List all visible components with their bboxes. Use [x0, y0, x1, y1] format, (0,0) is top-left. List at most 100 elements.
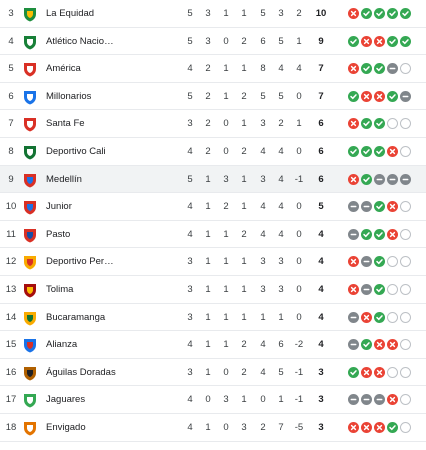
cross-icon[interactable] — [387, 228, 398, 240]
table-row[interactable]: 4 Atlético Nacio… 5 3 0 2 6 5 1 9 — [0, 28, 426, 56]
team-name-link[interactable]: Junior — [46, 201, 72, 213]
check-icon[interactable] — [400, 8, 411, 19]
cross-icon[interactable] — [348, 283, 359, 295]
check-icon[interactable] — [361, 145, 372, 157]
minus-icon[interactable] — [348, 339, 359, 351]
minus-icon[interactable] — [361, 201, 372, 213]
check-icon[interactable] — [374, 63, 385, 75]
table-row[interactable]: 13 Tolima 3 1 1 1 3 3 0 4 — [0, 276, 426, 304]
empty-circle-icon[interactable] — [400, 366, 411, 378]
check-icon[interactable] — [361, 173, 372, 185]
check-icon[interactable] — [361, 118, 372, 130]
cross-icon[interactable] — [348, 421, 359, 433]
check-icon[interactable] — [361, 8, 372, 19]
check-icon[interactable] — [348, 366, 359, 378]
cross-icon[interactable] — [348, 63, 359, 75]
cross-icon[interactable] — [387, 145, 398, 157]
empty-circle-icon[interactable] — [400, 394, 411, 406]
cross-icon[interactable] — [374, 90, 385, 102]
team-name-link[interactable]: Envigado — [46, 421, 86, 433]
empty-circle-icon[interactable] — [387, 256, 398, 268]
team-name-link[interactable]: Deportivo Cali — [46, 145, 106, 157]
cross-icon[interactable] — [374, 339, 385, 351]
empty-circle-icon[interactable] — [400, 118, 411, 130]
table-row[interactable]: 16 Águilas Doradas 3 1 0 2 4 5 -1 3 — [0, 359, 426, 387]
empty-circle-icon[interactable] — [400, 228, 411, 240]
cross-icon[interactable] — [348, 173, 359, 185]
team-name-link[interactable]: Jaguares — [46, 394, 86, 406]
cross-icon[interactable] — [361, 35, 372, 47]
check-icon[interactable] — [387, 35, 398, 47]
team-name-link[interactable]: Santa Fe — [46, 118, 85, 130]
minus-icon[interactable] — [348, 394, 359, 406]
minus-icon[interactable] — [374, 173, 385, 185]
minus-icon[interactable] — [348, 311, 359, 323]
minus-icon[interactable] — [387, 173, 398, 185]
team-name-link[interactable]: Millonarios — [46, 90, 92, 102]
team-name-link[interactable]: Medellín — [46, 173, 82, 185]
cross-icon[interactable] — [387, 339, 398, 351]
cross-icon[interactable] — [348, 256, 359, 268]
empty-circle-icon[interactable] — [400, 63, 411, 75]
team-name-link[interactable]: América — [46, 63, 81, 75]
cross-icon[interactable] — [361, 421, 372, 433]
minus-icon[interactable] — [361, 256, 372, 268]
table-row[interactable]: 14 Bucaramanga 3 1 1 1 1 1 0 4 — [0, 304, 426, 332]
empty-circle-icon[interactable] — [400, 201, 411, 213]
empty-circle-icon[interactable] — [387, 118, 398, 130]
team-name-link[interactable]: Bucaramanga — [46, 311, 106, 323]
cross-icon[interactable] — [361, 311, 372, 323]
empty-circle-icon[interactable] — [387, 366, 398, 378]
table-row[interactable]: 9 Medellín 5 1 3 1 3 4 -1 6 — [0, 165, 426, 194]
minus-icon[interactable] — [374, 394, 385, 406]
minus-icon[interactable] — [348, 228, 359, 240]
check-icon[interactable] — [348, 145, 359, 157]
table-row[interactable]: 5 América 4 2 1 1 8 4 4 7 — [0, 55, 426, 83]
table-row[interactable]: 3 La Equidad 5 3 1 1 5 3 2 10 — [0, 0, 426, 28]
team-name-link[interactable]: Deportivo Per… — [46, 256, 114, 268]
cross-icon[interactable] — [361, 366, 372, 378]
team-name-link[interactable]: La Equidad — [46, 8, 95, 19]
check-icon[interactable] — [374, 256, 385, 268]
empty-circle-icon[interactable] — [387, 311, 398, 323]
table-row[interactable]: 11 Pasto 4 1 1 2 4 4 0 4 — [0, 221, 426, 249]
check-icon[interactable] — [374, 201, 385, 213]
cross-icon[interactable] — [374, 366, 385, 378]
table-row[interactable]: 8 Deportivo Cali 4 2 0 2 4 4 0 6 — [0, 138, 426, 166]
table-row[interactable]: 17 Jaguares 4 0 3 1 0 1 -1 3 — [0, 386, 426, 414]
minus-icon[interactable] — [387, 63, 398, 75]
team-name-link[interactable]: Pasto — [46, 228, 71, 240]
cross-icon[interactable] — [348, 118, 359, 130]
empty-circle-icon[interactable] — [400, 145, 411, 157]
table-row[interactable]: 6 Millonarios 5 2 1 2 5 5 0 7 — [0, 83, 426, 111]
minus-icon[interactable] — [348, 201, 359, 213]
table-row[interactable]: 7 Santa Fe 3 2 0 1 3 2 1 6 — [0, 110, 426, 138]
team-name-link[interactable]: Alianza — [46, 339, 78, 351]
check-icon[interactable] — [348, 35, 359, 47]
check-icon[interactable] — [374, 8, 385, 19]
check-icon[interactable] — [374, 311, 385, 323]
table-row[interactable]: 18 Envigado 4 1 0 3 2 7 -5 3 — [0, 414, 426, 442]
minus-icon[interactable] — [400, 173, 411, 185]
cross-icon[interactable] — [348, 8, 359, 19]
table-row[interactable]: 10 Junior 4 1 2 1 4 4 0 5 — [0, 193, 426, 221]
check-icon[interactable] — [400, 35, 411, 47]
table-row[interactable]: 15 Alianza 4 1 1 2 4 6 -2 4 — [0, 331, 426, 359]
cross-icon[interactable] — [374, 421, 385, 433]
check-icon[interactable] — [361, 63, 372, 75]
check-icon[interactable] — [361, 339, 372, 351]
check-icon[interactable] — [374, 228, 385, 240]
check-icon[interactable] — [387, 90, 398, 102]
table-row[interactable]: 12 Deportivo Per… 3 1 1 1 3 3 0 4 — [0, 248, 426, 276]
check-icon[interactable] — [374, 145, 385, 157]
minus-icon[interactable] — [361, 283, 372, 295]
check-icon[interactable] — [348, 90, 359, 102]
check-icon[interactable] — [374, 118, 385, 130]
cross-icon[interactable] — [387, 201, 398, 213]
minus-icon[interactable] — [400, 90, 411, 102]
check-icon[interactable] — [387, 421, 398, 433]
empty-circle-icon[interactable] — [400, 311, 411, 323]
empty-circle-icon[interactable] — [387, 283, 398, 295]
cross-icon[interactable] — [374, 35, 385, 47]
team-name-link[interactable]: Atlético Nacio… — [46, 35, 114, 47]
